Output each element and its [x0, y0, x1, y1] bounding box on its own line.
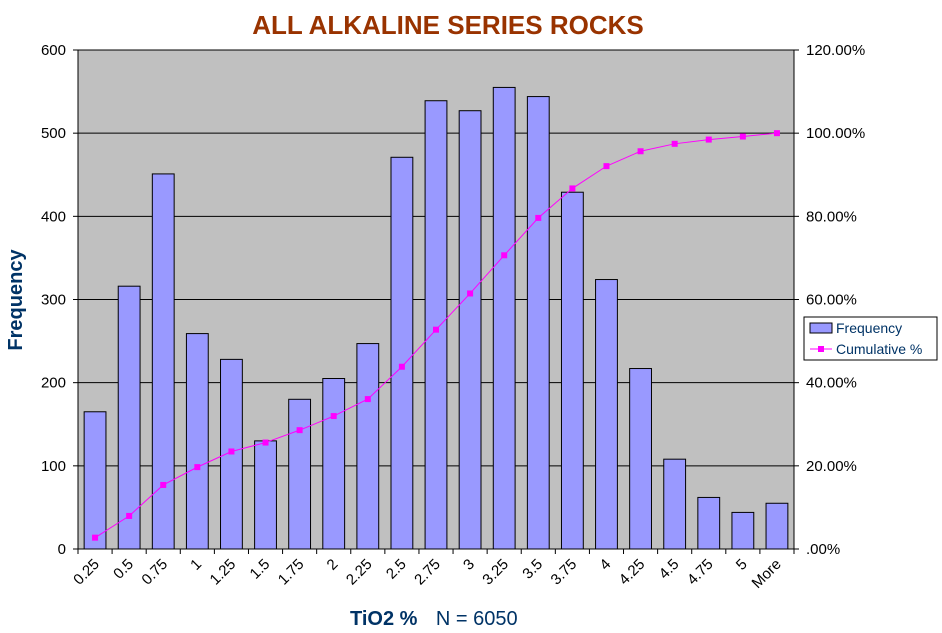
x-tick-label: 2.75	[411, 556, 444, 589]
x-tick-label: 4.75	[684, 556, 717, 589]
frequency-bar	[731, 511, 755, 550]
y-tick-label: 400	[41, 208, 66, 225]
frequency-bar	[663, 458, 687, 550]
y-tick-label: 300	[41, 292, 66, 309]
cumulative-point	[739, 133, 746, 140]
cumulative-point	[671, 140, 678, 147]
frequency-bar	[595, 279, 618, 550]
x-tick-label: 2	[324, 556, 342, 574]
chart-title: ALL ALKALINE SERIES ROCKS	[252, 10, 643, 40]
x-tick-label: 4.25	[616, 556, 649, 589]
x-axis-ticks: 0.25 0.5 0.75 1 1.25 1.5 1.75 2 2.25 2.5 2.75 3 3.25…	[70, 549, 795, 592]
y-tick-label: 200	[41, 375, 66, 392]
legend-frequency-swatch	[809, 322, 833, 334]
cumulative-point	[569, 185, 576, 192]
y-tick-label: 500	[41, 125, 66, 142]
x-tick-label: 0.5	[110, 556, 137, 583]
frequency-bar	[322, 378, 346, 550]
frequency-bar	[254, 440, 277, 550]
legend: Frequency Cumulative %	[803, 316, 938, 361]
x-tick-label: 3.75	[548, 556, 581, 589]
x-tick-label: 5	[733, 556, 751, 574]
x-tick-label: 1	[187, 556, 205, 574]
legend-cumulative-label: Cumulative %	[836, 341, 922, 357]
y-tick-label: 600	[41, 42, 66, 59]
cumulative-point	[535, 214, 542, 221]
frequency-bar	[356, 343, 380, 550]
y-axis-ticks: 0 100 200 300 400 500 600	[41, 42, 78, 558]
cumulative-point	[228, 448, 235, 455]
x-tick-label: 1.5	[247, 556, 274, 583]
y2-axis-ticks: .00% 20.00% 40.00% 60.00% 80.00% 100.00% 120.0…	[794, 42, 865, 558]
cumulative-point	[262, 439, 269, 446]
cumulative-point	[637, 148, 644, 155]
frequency-bars	[83, 86, 789, 550]
frequency-bar	[526, 96, 550, 550]
cumulative-point	[364, 396, 371, 403]
frequency-bar	[151, 173, 175, 550]
x-tick-label: 1.25	[207, 556, 240, 589]
x-axis-title: TiO2 % N = 6050	[350, 608, 518, 630]
cumulative-point	[160, 481, 167, 488]
x-tick-label: 4.5	[656, 556, 683, 583]
cumulative-point	[296, 427, 303, 434]
frequency-bar	[424, 100, 448, 550]
y2-tick-label: 40.00%	[806, 375, 857, 392]
x-tick-label: 3	[460, 556, 478, 574]
cumulative-point	[126, 512, 133, 519]
y-axis-title: Frequency	[5, 249, 27, 351]
x-tick-label: 0.75	[138, 556, 171, 589]
x-tick-label: 1.75	[275, 556, 308, 589]
frequency-bar	[390, 156, 414, 550]
frequency-bar	[288, 398, 312, 550]
x-tick-label: 3.5	[519, 556, 546, 583]
cumulative-point	[773, 130, 780, 137]
cumulative-line	[92, 130, 780, 541]
legend-frequency-label: Frequency	[836, 320, 902, 336]
x-tick-label: More	[749, 556, 785, 592]
frequency-bar	[185, 333, 209, 550]
y2-tick-label: 20.00%	[806, 458, 857, 475]
cumulative-point	[194, 464, 201, 471]
frequency-bar	[560, 191, 584, 550]
x-tick-label: 3.25	[479, 556, 512, 589]
y2-tick-label: 120.00%	[806, 42, 865, 59]
frequency-bar	[492, 86, 516, 550]
frequency-bar	[83, 411, 107, 550]
y-tick-label: 0	[58, 541, 66, 558]
x-tick-label: 4	[596, 556, 614, 574]
cumulative-point	[433, 326, 439, 333]
cumulative-point	[705, 136, 712, 143]
cumulative-point	[603, 163, 610, 170]
frequency-bar	[697, 496, 721, 550]
y2-tick-label: 60.00%	[806, 292, 857, 309]
y2-tick-label: 100.00%	[806, 125, 865, 142]
legend-cumulative-marker	[818, 346, 824, 352]
x-tick-label: 2.5	[383, 556, 410, 583]
x-tick-label: 2.25	[343, 556, 376, 589]
frequency-bar	[458, 110, 482, 550]
x-tick-label: 0.25	[70, 556, 103, 589]
cumulative-point	[501, 252, 508, 259]
sample-size-note: N = 6050	[436, 608, 518, 630]
cumulative-point	[92, 534, 99, 541]
cumulative-point	[398, 363, 405, 370]
y-tick-label: 100	[41, 458, 66, 475]
y2-tick-label: 80.00%	[806, 208, 857, 225]
cumulative-point	[330, 413, 337, 420]
frequency-bar	[629, 368, 652, 550]
y2-tick-label: .00%	[806, 541, 840, 558]
frequency-bar	[765, 502, 789, 550]
x-axis-label: TiO2 %	[350, 608, 418, 630]
cumulative-point	[467, 290, 474, 297]
